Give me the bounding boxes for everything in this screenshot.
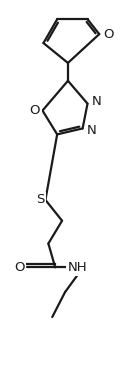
Text: N: N — [91, 95, 101, 108]
Text: O: O — [29, 104, 40, 117]
Text: N: N — [87, 124, 96, 137]
Text: O: O — [103, 28, 114, 41]
Text: NH: NH — [68, 261, 87, 274]
Text: S: S — [36, 193, 45, 206]
Text: O: O — [14, 261, 24, 274]
